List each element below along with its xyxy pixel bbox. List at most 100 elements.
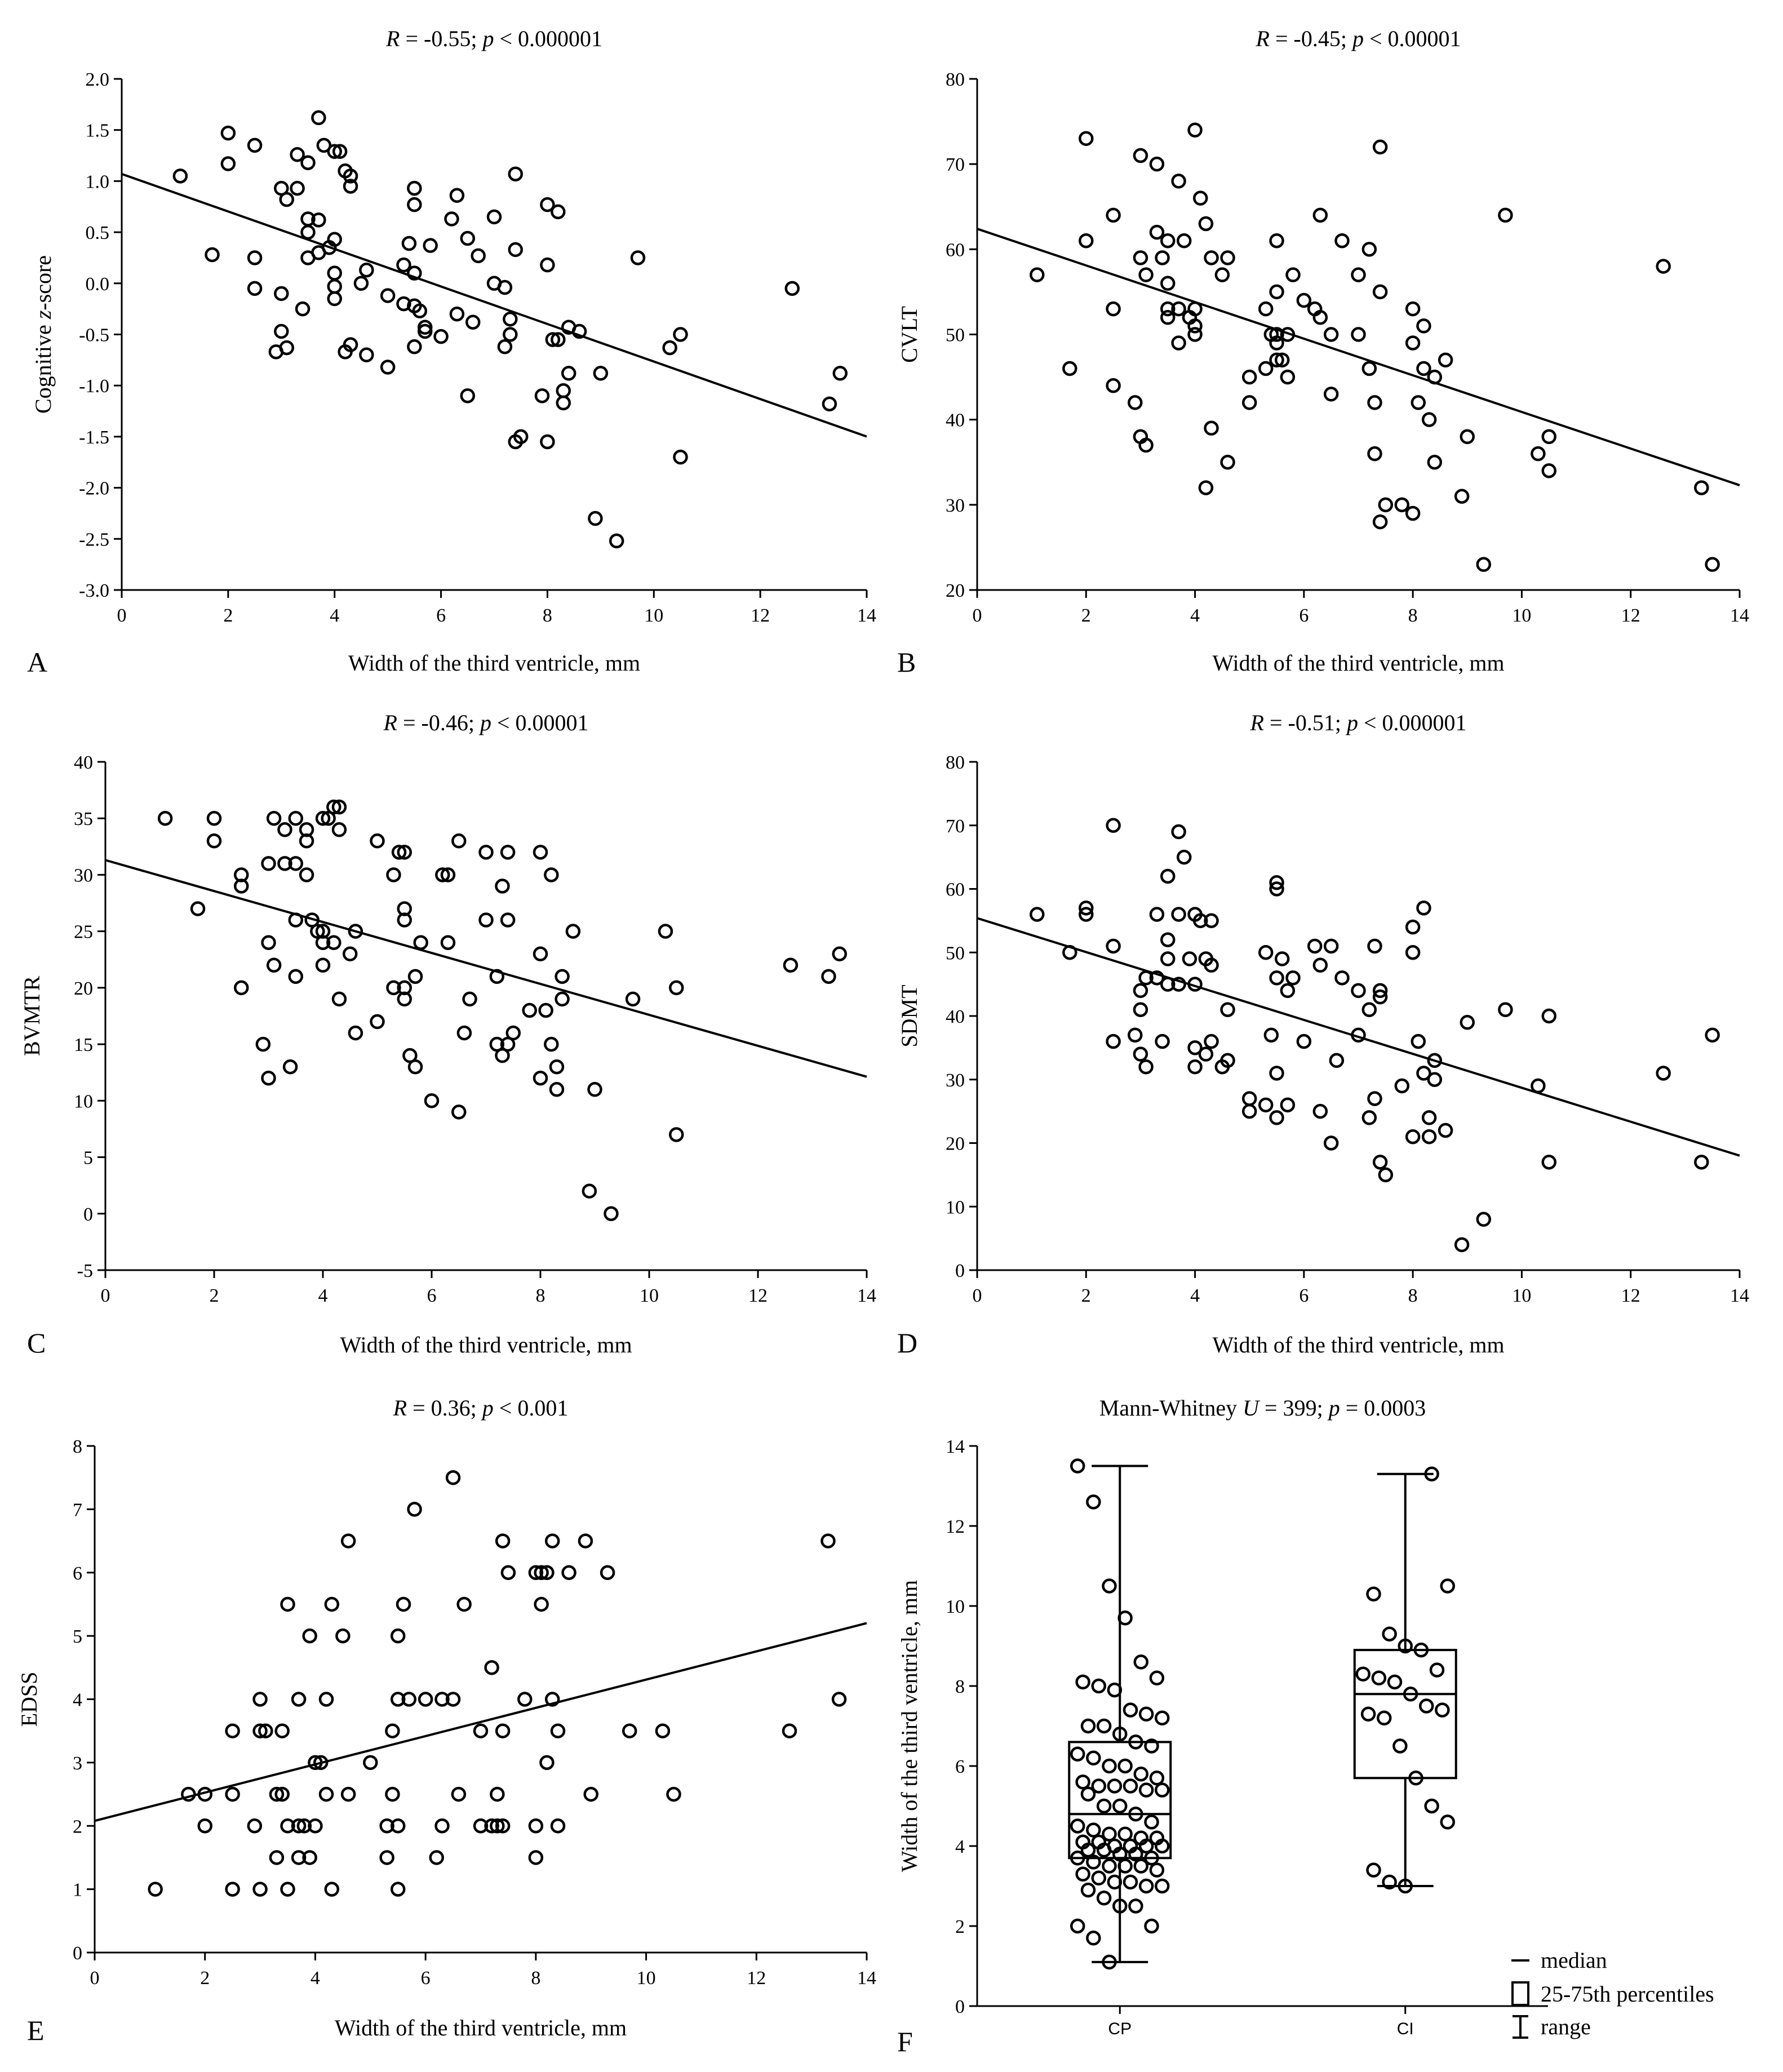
data-point: [397, 912, 412, 928]
panel-title: R = -0.46; p < 0.00001: [383, 710, 589, 735]
data-point: [331, 991, 347, 1007]
italic-text: R: [385, 26, 400, 51]
data-point: [451, 1104, 467, 1120]
y-tick-label: -2.5: [79, 529, 109, 550]
data-point: [327, 144, 342, 159]
data-point: [630, 250, 646, 265]
data-point: [1133, 250, 1148, 265]
panel-a: 0 2 4 6 8 10 12 14 -3.0 -2.5 -2.0 -1.5 -1.0 -0.5 0.0 0.…: [27, 26, 876, 678]
data-point: [1421, 1110, 1437, 1125]
data-point: [1541, 1155, 1556, 1170]
data-point: [343, 946, 358, 962]
data-point: [1192, 913, 1208, 929]
x-tick-label: 0: [973, 1285, 982, 1306]
x-tick-label: 6: [436, 605, 446, 626]
data-point: [280, 1882, 295, 1897]
data-point: [1086, 1854, 1101, 1870]
x-axis-label: Width of the third ventricle, mm: [348, 650, 640, 676]
data-point: [490, 1786, 505, 1802]
data-point: [407, 180, 422, 196]
data-point: [1138, 1878, 1154, 1894]
y-tick-label: 1: [73, 1880, 82, 1901]
x-axis-label: Width of the third ventricle, mm: [335, 2015, 627, 2040]
data-point: [1204, 957, 1219, 973]
data-point: [593, 366, 609, 381]
italic-text: U: [1243, 1395, 1261, 1421]
x-tick-label: 10: [644, 605, 663, 626]
x-tick-label: 0: [101, 1285, 110, 1306]
data-point: [1416, 318, 1431, 334]
data-point: [544, 867, 559, 882]
data-point: [1096, 1798, 1112, 1814]
y-tick-label: 1.0: [86, 171, 110, 192]
x-tick-label: 12: [1621, 605, 1640, 626]
data-point: [1366, 1862, 1381, 1878]
data-point: [1106, 207, 1121, 223]
data-point: [1144, 1851, 1159, 1866]
data-point: [1149, 1862, 1165, 1878]
data-point: [1705, 557, 1720, 572]
data-point: [1378, 497, 1394, 513]
data-point: [1269, 1066, 1284, 1081]
data-point: [549, 1059, 565, 1075]
data-point: [343, 337, 358, 352]
data-point: [462, 991, 477, 1007]
x-tick-label: 10: [1512, 1285, 1531, 1306]
data-point: [363, 1755, 378, 1771]
data-point: [1220, 1002, 1235, 1017]
y-tick-label: 80: [946, 69, 965, 90]
y-tick-label: 10: [946, 1596, 965, 1617]
data-point: [534, 388, 550, 403]
data-point: [1656, 1066, 1671, 1081]
data-point: [1372, 1155, 1388, 1170]
x-tick-label: 8: [1408, 605, 1418, 626]
data-point: [343, 179, 358, 194]
data-point: [1133, 1766, 1148, 1782]
data-point: [534, 1565, 549, 1580]
data-point: [247, 281, 263, 296]
data-point: [1258, 1097, 1274, 1113]
data-point: [505, 1025, 521, 1041]
data-point: [539, 1755, 555, 1771]
data-point: [252, 1882, 268, 1897]
data-point: [1424, 1466, 1439, 1481]
data-point: [315, 935, 331, 950]
data-point: [1171, 907, 1186, 922]
data-point: [331, 799, 347, 815]
data-point: [413, 935, 428, 950]
data-point: [1421, 1129, 1437, 1144]
data-point: [418, 1692, 433, 1707]
data-point: [544, 1692, 560, 1707]
x-tick-label: 6: [421, 1968, 431, 1989]
text-segment: = -0.51;: [1264, 710, 1347, 735]
y-tick-label: -3.0: [79, 580, 109, 601]
data-point: [1372, 284, 1388, 300]
data-point: [490, 1818, 505, 1834]
data-point: [385, 1723, 400, 1738]
data-point: [370, 1014, 385, 1030]
data-point: [205, 247, 220, 263]
data-point: [315, 957, 331, 973]
data-point: [1541, 1008, 1556, 1024]
data-point: [1198, 480, 1214, 495]
data-point: [220, 156, 236, 171]
data-point: [302, 1850, 317, 1865]
data-point: [1171, 174, 1186, 189]
data-point: [1361, 1110, 1377, 1125]
y-tick-label: 60: [946, 880, 965, 900]
legend: median 25-75th percentiles range: [1511, 1947, 1714, 2039]
data-point: [340, 1533, 356, 1549]
data-point: [326, 799, 341, 815]
x-tick-label: 14: [1730, 605, 1749, 626]
data-point: [1117, 1758, 1133, 1774]
data-point: [225, 1723, 240, 1738]
data-point: [1187, 1059, 1203, 1075]
data-point: [417, 320, 433, 335]
x-tick-label: 10: [1512, 605, 1531, 626]
data-point: [291, 1818, 307, 1834]
data-point: [484, 1660, 499, 1675]
data-point: [1086, 1931, 1101, 1946]
data-point: [311, 110, 326, 126]
data-point: [662, 340, 677, 356]
